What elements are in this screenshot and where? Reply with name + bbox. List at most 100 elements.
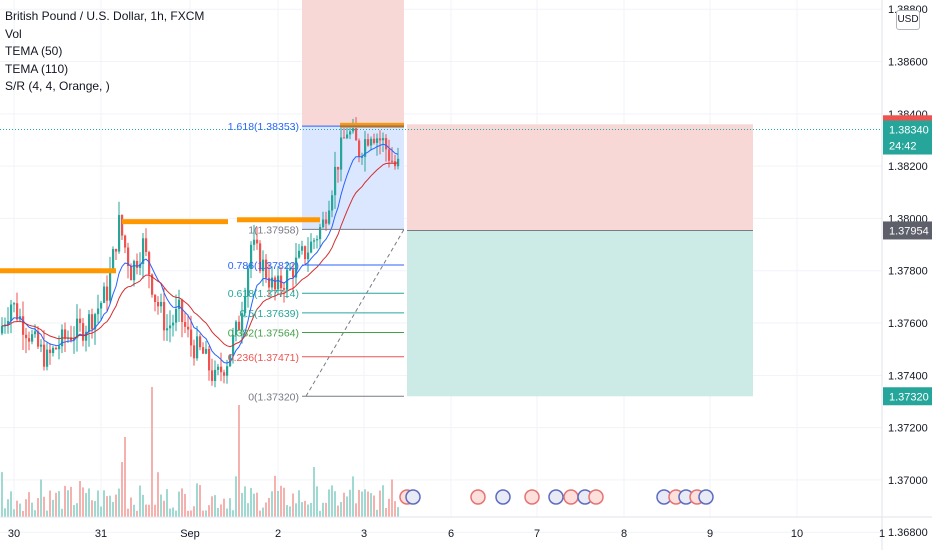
volume-bar	[208, 505, 210, 517]
volume-bar	[127, 508, 129, 517]
volume-bar	[385, 508, 387, 517]
economic-events[interactable]	[399, 489, 714, 505]
candle-body	[22, 316, 25, 335]
volume-bar	[1, 472, 3, 517]
volume-bar	[355, 503, 357, 517]
candle-body	[70, 337, 73, 341]
candle-body	[223, 372, 226, 376]
candle-body	[331, 195, 334, 211]
short-stop-zone	[407, 124, 753, 231]
volume-bar	[112, 502, 114, 517]
candle-body	[379, 138, 382, 141]
candle-body	[220, 366, 223, 373]
volume-bar	[40, 479, 42, 517]
indicator-tema-110[interactable]: TEMA (110)	[5, 61, 69, 76]
candle-body	[79, 318, 82, 324]
countdown-text: 24:42	[889, 141, 917, 153]
candle-body	[37, 331, 40, 347]
volume-bar	[34, 510, 36, 517]
volume-bar	[46, 510, 48, 517]
fib-trend-line	[305, 229, 405, 397]
candle-body	[46, 349, 49, 367]
candle-body	[199, 336, 202, 348]
time-tick-label: 31	[95, 528, 107, 540]
volume-bar	[223, 498, 225, 517]
volume-bar	[301, 502, 303, 517]
candle-body	[130, 266, 133, 281]
volume-bar	[289, 506, 291, 517]
volume-bar	[94, 501, 96, 517]
volume-bar	[82, 487, 84, 517]
candle-body	[28, 338, 31, 342]
volume-bar	[184, 493, 186, 517]
candle-body	[142, 238, 145, 264]
volume-bar	[211, 496, 213, 517]
price-tick-label: 1.38200	[888, 161, 928, 173]
candle-body	[358, 140, 361, 158]
candle-body	[382, 138, 385, 141]
candle-body	[388, 149, 391, 161]
candle-body	[49, 349, 52, 354]
volume-bar	[379, 490, 381, 517]
candle-body	[265, 259, 268, 278]
time-axis[interactable]: 30 31 Sep 2 3 6 7 8 9 10 1	[0, 516, 932, 540]
candle-body	[286, 269, 289, 290]
volume-bar	[13, 509, 15, 517]
volume-bar	[67, 490, 69, 517]
volume-bar	[397, 507, 399, 517]
candle-body	[208, 348, 211, 371]
fibonacci-retracement[interactable]: 1.618(1.38353) 1(1.37958) 0.786(1.37822) 0.…	[228, 121, 405, 403]
price-tag-text: 1.37954	[889, 225, 929, 237]
candle-body	[355, 128, 358, 141]
volume-bar	[169, 508, 171, 517]
volume-bar	[91, 500, 93, 517]
candle-body	[334, 166, 337, 196]
candle-body	[181, 299, 184, 322]
volume-bar	[7, 499, 9, 517]
volume-bar	[136, 510, 138, 517]
candle-body	[103, 286, 106, 303]
volume-bar	[334, 491, 336, 517]
currency-badge[interactable]: USD	[896, 10, 920, 30]
volume-bar	[25, 499, 27, 517]
candle-body	[163, 301, 166, 331]
candle-body	[361, 156, 364, 158]
candle-body	[124, 235, 127, 248]
volume-bar	[250, 488, 252, 517]
candle-body	[157, 302, 160, 307]
volume-bar	[64, 485, 66, 517]
volume-bar	[322, 502, 324, 517]
candle-body	[283, 288, 286, 290]
volume-bar	[388, 498, 390, 517]
candle-body	[274, 277, 277, 290]
candle-body	[169, 325, 172, 329]
time-tick-label: 10	[791, 528, 803, 540]
symbol-title[interactable]: British Pound / U.S. Dollar, 1h, FXCM	[5, 9, 205, 23]
volume-bar	[151, 387, 153, 517]
candle-body	[190, 329, 193, 346]
indicator-sr[interactable]: S/R (4, 4, Orange, )	[5, 79, 110, 93]
fib-level-label: 0.382(1.37564)	[228, 327, 299, 339]
volume-bar	[43, 496, 45, 517]
candle-body	[16, 303, 19, 320]
volume-bar	[16, 500, 18, 517]
volume-bar	[328, 489, 330, 517]
volume-bar	[172, 507, 174, 517]
candle-body	[13, 303, 16, 305]
time-tick-label: 3	[361, 528, 367, 540]
indicator-vol[interactable]: Vol	[5, 26, 22, 41]
candle-body	[295, 257, 298, 278]
chart-legend: British Pound / U.S. Dollar, 1h, FXCM Vo…	[5, 8, 204, 96]
event-flag-icon	[470, 489, 486, 505]
volume-bar	[256, 492, 258, 517]
candle-body	[25, 334, 28, 339]
volume-bar	[220, 504, 222, 517]
volume-bar	[232, 510, 234, 517]
candle-body	[364, 139, 367, 157]
indicator-tema-50[interactable]: TEMA (50)	[5, 44, 63, 58]
volume-bar	[295, 503, 297, 517]
volume-bar	[163, 500, 165, 517]
candle-body	[349, 131, 352, 135]
